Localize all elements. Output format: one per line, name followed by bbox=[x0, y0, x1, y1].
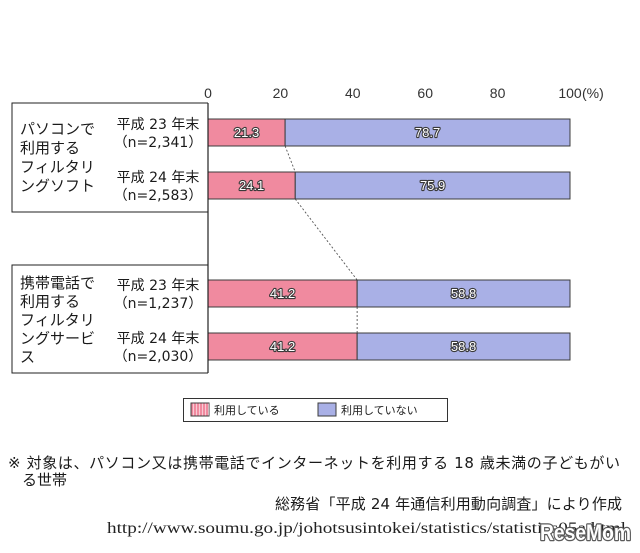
connector-dashed-line bbox=[284, 145, 296, 173]
group-label-line: フィルタリ bbox=[20, 311, 95, 329]
legend-label-using: 利用している bbox=[214, 404, 280, 417]
group-box bbox=[11, 102, 208, 213]
bar-value-label-not-using: 58.8 bbox=[451, 339, 476, 354]
bar-value-label-using: 41.2 bbox=[270, 286, 295, 301]
x-tick-label: 80 bbox=[490, 85, 506, 101]
x-tick-label: 0 bbox=[204, 85, 212, 101]
group-label-line: ス bbox=[20, 348, 35, 366]
bar-value-label-using: 24.1 bbox=[239, 178, 264, 193]
legend-item-not-using: 利用していない bbox=[317, 402, 418, 417]
legend-item-using: 利用している bbox=[190, 402, 280, 417]
bar-row: 21.3 78.7 bbox=[207, 118, 571, 147]
bar-segment-using bbox=[207, 118, 286, 147]
bar-row: 24.1 75.9 bbox=[207, 171, 571, 200]
bar-segment-not-using bbox=[294, 171, 571, 200]
source-credit: 総務省「平成 24 年通信利用動向調査」により作成 bbox=[275, 495, 622, 513]
x-tick-label: 60 bbox=[417, 85, 433, 101]
row-period-label: 平成 24 年末 bbox=[117, 331, 200, 347]
row-period-label: 平成 23 年末 bbox=[117, 278, 200, 294]
bar-value-label-not-using: 75.9 bbox=[420, 178, 445, 193]
bar-row: 41.2 58.8 bbox=[207, 332, 571, 361]
row-sample-size-label: （n=2,341） bbox=[114, 135, 203, 151]
row-sample-size-label: （n=1,237） bbox=[114, 296, 203, 312]
group-label-line: ングサービ bbox=[20, 330, 95, 348]
bar-value-label-not-using: 58.8 bbox=[451, 286, 476, 301]
group-label-line: フィルタリ bbox=[20, 158, 95, 176]
connector-dashed-line bbox=[294, 198, 358, 281]
row-sample-size-label: （n=2,030） bbox=[114, 349, 203, 365]
x-tick-label: 40 bbox=[345, 85, 361, 101]
connector-lines bbox=[284, 145, 358, 333]
row-period-label: 平成 23 年末 bbox=[117, 117, 200, 133]
bar-value-label-using: 41.2 bbox=[270, 339, 295, 354]
x-axis-unit-label: (%) bbox=[582, 85, 604, 101]
x-tick-label: 20 bbox=[273, 85, 289, 101]
bar-row: 41.2 58.8 bbox=[207, 279, 571, 308]
group-label-line: ングソフト bbox=[20, 177, 95, 195]
footnote-line: る世帯 bbox=[22, 471, 67, 489]
group-label-line: 携帯電話で bbox=[20, 274, 95, 292]
group-label-line: パソコンで bbox=[20, 120, 95, 138]
legend-swatch-not-using bbox=[317, 402, 337, 417]
legend-box bbox=[183, 398, 448, 422]
source-url: http://www.soumu.go.jp/johotsusintokei/s… bbox=[107, 520, 627, 537]
x-tick-label: 100 bbox=[558, 85, 582, 101]
group-label-line: 利用する bbox=[20, 293, 80, 311]
x-axis-ticks: 0 20 40 60 80 100 (%) bbox=[204, 85, 604, 101]
bar-value-label-not-using: 78.7 bbox=[415, 125, 440, 140]
group-box bbox=[11, 264, 208, 374]
legend: 利用している 利用していない bbox=[183, 398, 448, 422]
bar-segment-not-using bbox=[356, 332, 571, 361]
group-label-line: 利用する bbox=[20, 139, 80, 157]
row-period-label: 平成 24 年末 bbox=[117, 170, 200, 186]
footnote: ※ 対象は、パソコン又は携帯電話でインターネットを利用する 18 歳未満の子ども… bbox=[8, 454, 620, 489]
footnote-line: ※ 対象は、パソコン又は携帯電話でインターネットを利用する 18 歳未満の子ども… bbox=[8, 454, 620, 472]
bar-segment-not-using bbox=[356, 279, 571, 308]
bar-value-label-using: 21.3 bbox=[234, 125, 259, 140]
resemom-watermark: ReseMom bbox=[540, 520, 631, 545]
stacked-bars: 21.3 78.7 24.1 75.9 41.2 58.8 41.2 58.8 bbox=[207, 118, 571, 361]
row-sample-size-label: （n=2,583） bbox=[114, 188, 203, 204]
bar-segment-not-using bbox=[284, 118, 571, 147]
legend-label-not-using: 利用していない bbox=[341, 404, 418, 417]
